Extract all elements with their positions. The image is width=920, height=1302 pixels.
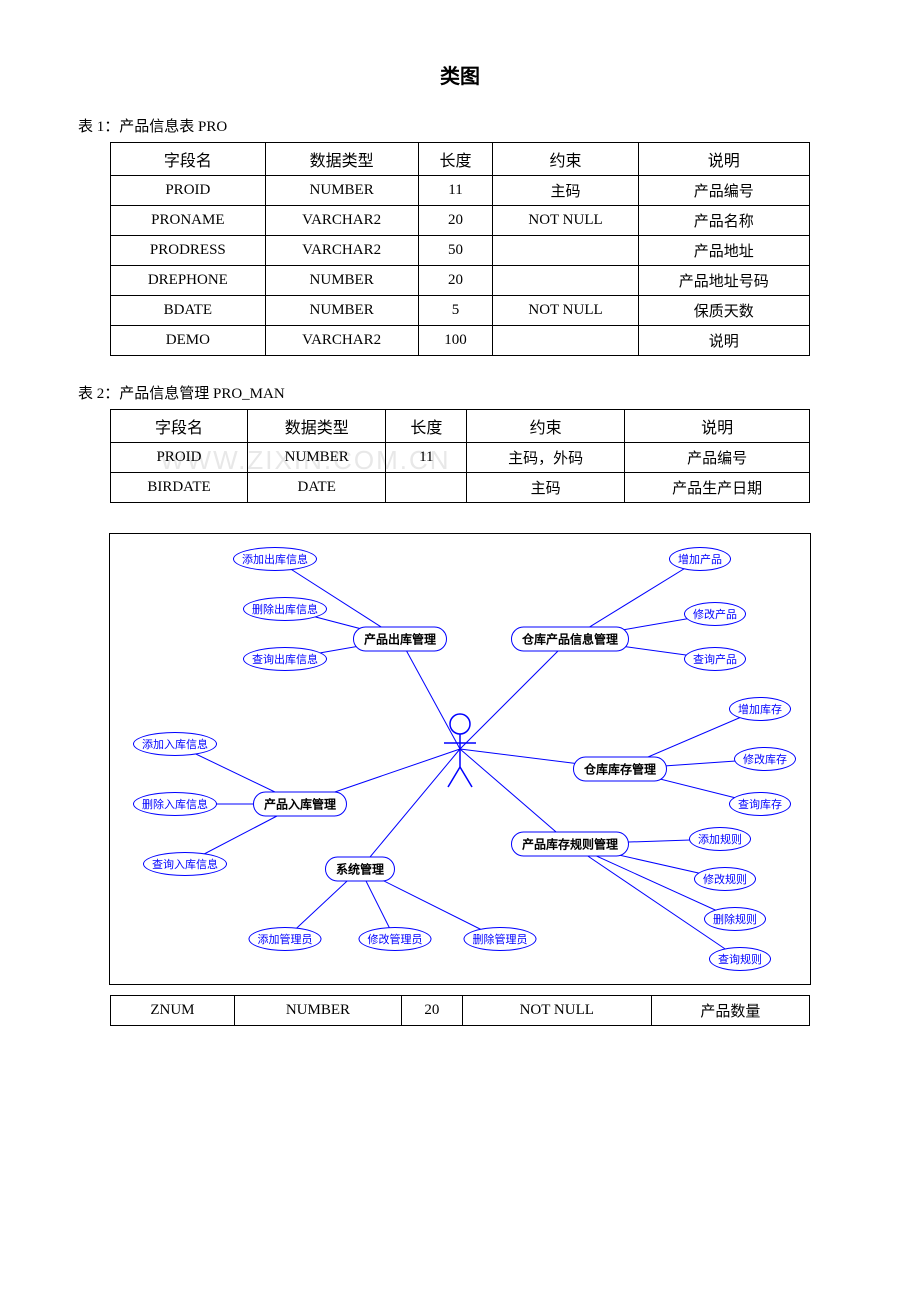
- table-cell: 20: [402, 996, 463, 1026]
- diagram-leaf-node: 添加入库信息: [133, 732, 217, 756]
- diagram-leaf-node: 查询规则: [709, 947, 771, 971]
- diagram-main-node: 仓库产品信息管理: [511, 627, 629, 652]
- table2-caption: 表 2：产品信息管理 PRO_MAN: [78, 382, 880, 403]
- table-cell: 5: [418, 296, 493, 326]
- table-cell: PROID: [111, 443, 248, 473]
- table-cell: 主码，外码: [467, 443, 625, 473]
- table-row: PROIDNUMBER11主码产品编号: [111, 176, 810, 206]
- table-cell: 产品数量: [651, 996, 809, 1026]
- diagram-leaf-node: 增加库存: [729, 697, 791, 721]
- table2: 字段名数据类型长度约束说明 PROIDNUMBER11主码，外码产品编号BIRD…: [110, 409, 810, 503]
- diagram-leaf-node: 删除规则: [704, 907, 766, 931]
- diagram-leaf-node: 删除管理员: [464, 927, 537, 951]
- table-cell: PRODRESS: [111, 236, 266, 266]
- table-header: 长度: [386, 410, 467, 443]
- diagram-leaf-node: 添加规则: [689, 827, 751, 851]
- table-cell: [493, 266, 638, 296]
- diagram-main-node: 产品库存规则管理: [511, 832, 629, 857]
- diagram-leaf-node: 添加管理员: [249, 927, 322, 951]
- diagram-leaf-node: 添加出库信息: [233, 547, 317, 571]
- table1-caption: 表 1：产品信息表 PRO: [78, 115, 880, 136]
- table-cell: 产品生产日期: [625, 473, 810, 503]
- table-cell: NUMBER: [265, 296, 418, 326]
- table-cell: DATE: [247, 473, 385, 503]
- table-row: PRONAMEVARCHAR220NOT NULL产品名称: [111, 206, 810, 236]
- table-cell: [386, 473, 467, 503]
- diagram-leaf-node: 修改管理员: [359, 927, 432, 951]
- table-cell: 50: [418, 236, 493, 266]
- diagram-leaf-node: 查询产品: [684, 647, 746, 671]
- table-row: PRODRESSVARCHAR250 产品地址: [111, 236, 810, 266]
- table-header: 长度: [418, 143, 493, 176]
- table-cell: NOT NULL: [493, 206, 638, 236]
- table-cell: VARCHAR2: [265, 326, 418, 356]
- table-row: DREPHONENUMBER20 产品地址号码: [111, 266, 810, 296]
- table-header: 说明: [638, 143, 809, 176]
- table-cell: NUMBER: [265, 176, 418, 206]
- table-row: DEMOVARCHAR2100 说明: [111, 326, 810, 356]
- table-cell: DEMO: [111, 326, 266, 356]
- table-cell: 100: [418, 326, 493, 356]
- table-cell: 主码: [467, 473, 625, 503]
- table-header: 说明: [625, 410, 810, 443]
- diagram-leaf-node: 删除出库信息: [243, 597, 327, 621]
- table-header: 约束: [467, 410, 625, 443]
- diagram-leaf-node: 查询库存: [729, 792, 791, 816]
- table-cell: VARCHAR2: [265, 206, 418, 236]
- table-cell: 说明: [638, 326, 809, 356]
- table-cell: BDATE: [111, 296, 266, 326]
- table-cell: 保质天数: [638, 296, 809, 326]
- page-title: 类图: [40, 60, 880, 89]
- diagram-leaf-node: 增加产品: [669, 547, 731, 571]
- table-header: 数据类型: [247, 410, 385, 443]
- table-cell: NUMBER: [265, 266, 418, 296]
- table-cell: 产品地址: [638, 236, 809, 266]
- table-row: PROIDNUMBER11主码，外码产品编号: [111, 443, 810, 473]
- diagram-leaf-node: 删除入库信息: [133, 792, 217, 816]
- table-cell: NUMBER: [247, 443, 385, 473]
- table-cell: DREPHONE: [111, 266, 266, 296]
- diagram-main-node: 产品入库管理: [253, 792, 347, 817]
- table-cell: BIRDATE: [111, 473, 248, 503]
- table-cell: VARCHAR2: [265, 236, 418, 266]
- table-row: BIRDATEDATE 主码产品生产日期: [111, 473, 810, 503]
- table-header: 字段名: [111, 410, 248, 443]
- table1: 字段名数据类型长度约束说明 PROIDNUMBER11主码产品编号PRONAME…: [110, 142, 810, 356]
- table-cell: 产品地址号码: [638, 266, 809, 296]
- table-cell: 主码: [493, 176, 638, 206]
- table-cell: [493, 236, 638, 266]
- diagram-main-node: 产品出库管理: [353, 627, 447, 652]
- table-cell: 20: [418, 206, 493, 236]
- table3: ZNUMNUMBER20NOT NULL产品数量: [110, 995, 810, 1026]
- table-header: 数据类型: [265, 143, 418, 176]
- diagram-main-node: 仓库库存管理: [573, 757, 667, 782]
- table-cell: 产品名称: [638, 206, 809, 236]
- table-cell: PROID: [111, 176, 266, 206]
- table-cell: 产品编号: [625, 443, 810, 473]
- table-cell: [493, 326, 638, 356]
- diagram-leaf-node: 查询出库信息: [243, 647, 327, 671]
- table-cell: 20: [418, 266, 493, 296]
- table-header: 字段名: [111, 143, 266, 176]
- diagram-leaf-node: 修改产品: [684, 602, 746, 626]
- diagram-leaf-node: 查询入库信息: [143, 852, 227, 876]
- table-row: BDATENUMBER5NOT NULL保质天数: [111, 296, 810, 326]
- table-cell: ZNUM: [111, 996, 235, 1026]
- table-cell: 产品编号: [638, 176, 809, 206]
- table-cell: 11: [386, 443, 467, 473]
- use-case-diagram: 产品出库管理仓库产品信息管理产品入库管理仓库库存管理产品库存规则管理系统管理添加…: [109, 533, 811, 985]
- table-row: ZNUMNUMBER20NOT NULL产品数量: [111, 996, 810, 1026]
- table-cell: PRONAME: [111, 206, 266, 236]
- table-cell: NUMBER: [234, 996, 401, 1026]
- diagram-leaf-node: 修改规则: [694, 867, 756, 891]
- table-header: 约束: [493, 143, 638, 176]
- table-cell: NOT NULL: [462, 996, 651, 1026]
- diagram-leaf-node: 修改库存: [734, 747, 796, 771]
- table-cell: 11: [418, 176, 493, 206]
- diagram-main-node: 系统管理: [325, 857, 395, 882]
- table-cell: NOT NULL: [493, 296, 638, 326]
